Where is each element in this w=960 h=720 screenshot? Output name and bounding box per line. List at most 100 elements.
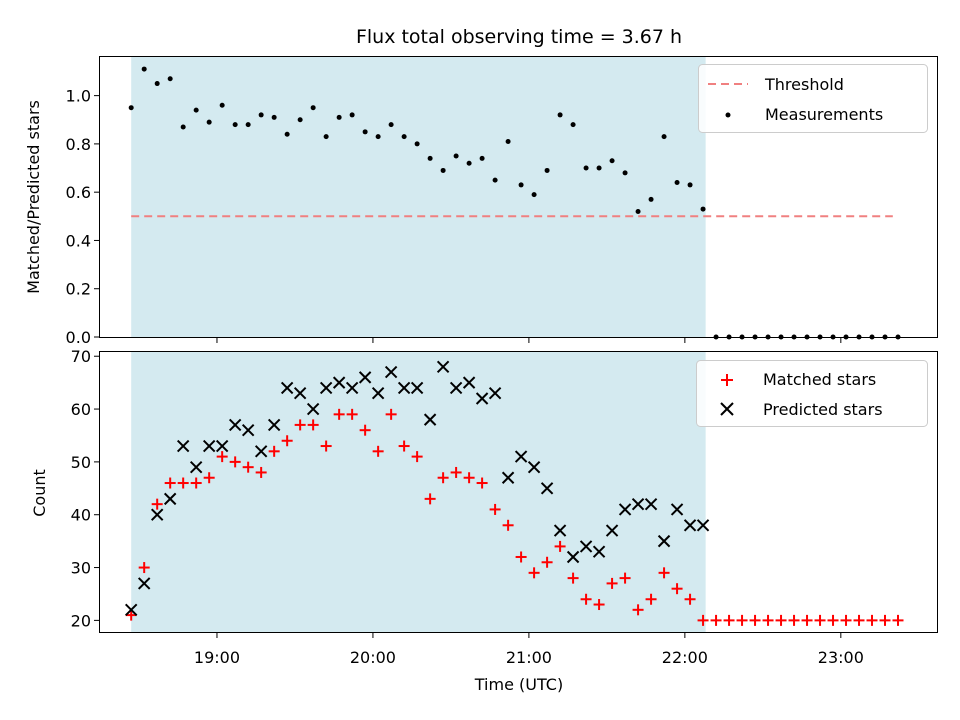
ratio-legend-box [698, 64, 928, 133]
measurements-point [284, 131, 290, 137]
matched-stars-point [606, 577, 618, 589]
predicted-stars-point [345, 381, 359, 395]
measurements-point [193, 107, 199, 113]
matched-stars-point [840, 614, 852, 626]
count-y-tick-label: 40 [71, 506, 91, 525]
measurements-point [674, 180, 680, 186]
matched-stars-point [164, 477, 176, 489]
matched-stars-point [541, 556, 553, 568]
predicted-stars-point [384, 365, 398, 379]
matched-stars-point [398, 440, 410, 452]
measurements-point [362, 129, 368, 135]
measurements-point [336, 114, 342, 120]
measurements-point [440, 167, 446, 173]
measurements-point [544, 167, 550, 173]
measurements-point [180, 124, 186, 130]
measurements-point [570, 122, 576, 128]
measurements-point [622, 170, 628, 176]
matched-stars-point [528, 567, 540, 579]
matched-stars-point [450, 466, 462, 478]
measurements-point [271, 114, 277, 120]
predicted-stars-point [228, 418, 242, 432]
predicted-stars-point [657, 534, 671, 548]
predicted-stars-point [631, 497, 645, 511]
count-y-tick-label: 50 [71, 453, 91, 472]
measurements-point [661, 134, 667, 140]
matched-stars-point [892, 614, 904, 626]
count-y-tick-label: 30 [71, 559, 91, 578]
predicted-stars-point [696, 519, 710, 532]
matched-stars-point [593, 599, 605, 611]
matched-stars-point [736, 614, 748, 626]
predicted-stars-point [202, 439, 216, 453]
matched-stars-point [554, 540, 566, 552]
matched-stars-point [229, 456, 241, 468]
measurements-point [453, 153, 459, 159]
predicted-stars-point [280, 381, 294, 395]
measurements-point [206, 119, 212, 125]
predicted-stars-point [449, 381, 463, 395]
predicted-stars-point [163, 492, 177, 506]
matched-stars-point [697, 614, 709, 626]
measurements-point [245, 122, 251, 128]
matched-stars-point [385, 408, 397, 420]
measurements-point [648, 196, 654, 202]
predicted-stars-point [605, 524, 619, 537]
x-axis-label: Time (UTC) [474, 675, 563, 694]
ratio-plot-frame [99, 56, 938, 338]
predicted-stars-point [540, 482, 554, 495]
measurements-point [700, 206, 706, 212]
predicted-stars-point [566, 550, 580, 564]
matched-stars-point [242, 461, 254, 473]
measurements-point [388, 122, 394, 128]
measurements-point [609, 158, 615, 164]
measurements-point [557, 112, 563, 118]
x-tick-label: 22:00 [662, 648, 708, 667]
measurements-point [505, 138, 511, 144]
matched-stars-point [853, 614, 865, 626]
predicted-stars-point [371, 387, 385, 400]
matched-stars-point [281, 435, 293, 447]
predicted-stars-point [332, 376, 346, 389]
matched-stars-point [801, 614, 813, 626]
predicted-stars-point [618, 503, 632, 516]
matched-stars-point [333, 408, 345, 420]
matched-stars-point [866, 614, 878, 626]
matched-stars-point [723, 614, 735, 626]
count-observing-window [131, 352, 706, 632]
measurements-point [518, 182, 524, 188]
predicted-stars-point [319, 381, 333, 395]
measurements-point [258, 112, 264, 118]
measurements-point [635, 208, 641, 214]
predicted-stars-point [176, 439, 190, 453]
matched-stars-point [177, 477, 189, 489]
matched-stars-point [307, 419, 319, 431]
measurements-point [167, 76, 173, 82]
matched-stars-point [268, 445, 280, 457]
matched-stars-point [684, 593, 696, 605]
measurements-point [427, 155, 433, 161]
predicted-stars-point [683, 519, 697, 532]
matched-stars-point [710, 614, 722, 626]
matched-stars-point [255, 466, 267, 478]
matched-stars-point [151, 498, 163, 510]
matched-stars-point [125, 609, 137, 621]
predicted-stars-point [488, 387, 502, 400]
predicted-stars-point [592, 545, 606, 558]
legend-matched-swatch [721, 374, 733, 386]
measurements-point [310, 105, 316, 111]
matched-stars-point [632, 604, 644, 616]
x-tick-label: 20:00 [350, 648, 396, 667]
predicted-stars-point [215, 439, 229, 453]
matched-stars-point [580, 593, 592, 605]
chart-title: Flux total observing time = 3.67 h [356, 26, 682, 48]
matched-stars-point [463, 472, 475, 484]
count-y-tick-label: 20 [71, 611, 91, 630]
matched-stars-point [372, 445, 384, 457]
count-legend: Matched stars Predicted stars [696, 360, 928, 427]
predicted-stars-point [267, 418, 281, 432]
measurements-point [596, 165, 602, 171]
matched-stars-point [489, 503, 501, 515]
legend-measurements-label: Measurements [765, 105, 883, 124]
